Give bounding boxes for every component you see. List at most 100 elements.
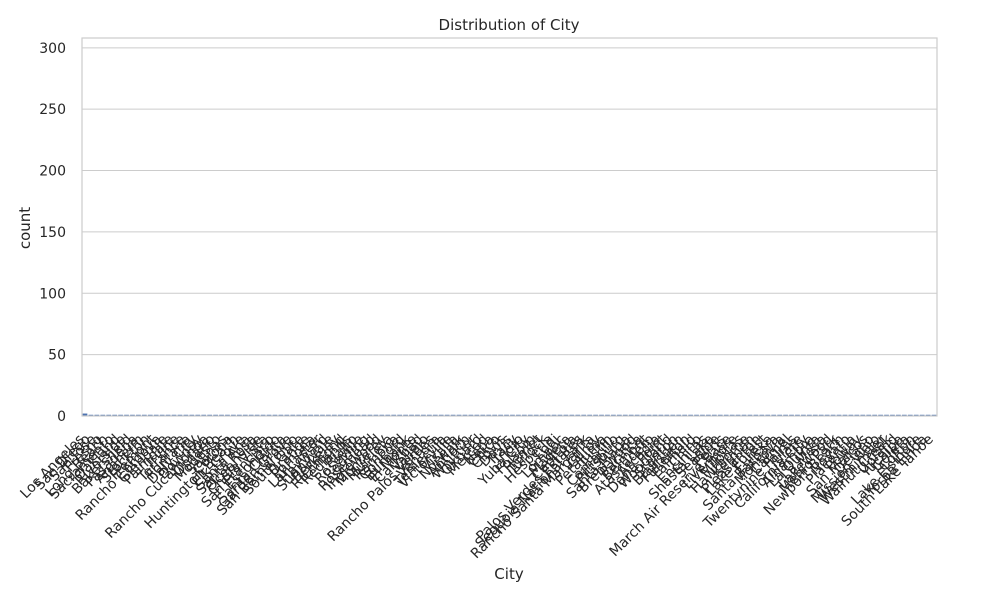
bar xyxy=(444,414,450,416)
bar xyxy=(706,414,711,416)
bar xyxy=(783,414,788,416)
y-tick-label: 50 xyxy=(48,348,66,364)
bar xyxy=(652,414,658,416)
bar xyxy=(207,414,213,416)
bar xyxy=(640,414,646,416)
bar xyxy=(824,414,830,416)
bar xyxy=(403,414,408,416)
bar xyxy=(521,414,527,416)
bar xyxy=(189,414,195,416)
bar xyxy=(456,414,462,416)
bar xyxy=(432,414,438,416)
bar xyxy=(112,414,118,416)
bar xyxy=(183,414,189,416)
x-axis-label: City xyxy=(494,565,524,583)
bar xyxy=(118,414,123,416)
bar xyxy=(136,414,141,416)
bar xyxy=(682,414,688,416)
bar xyxy=(367,414,373,416)
bar xyxy=(100,414,106,416)
bar xyxy=(492,414,498,416)
bar xyxy=(747,414,753,416)
bar xyxy=(349,414,355,416)
bar xyxy=(450,414,456,416)
bar xyxy=(818,414,824,416)
bar xyxy=(355,414,361,416)
bar xyxy=(527,414,533,416)
bar xyxy=(516,414,521,416)
bar xyxy=(510,414,515,416)
bar xyxy=(141,414,147,416)
bar xyxy=(878,414,883,416)
bar xyxy=(658,414,664,416)
bar xyxy=(201,414,207,416)
bar xyxy=(664,414,670,416)
bar xyxy=(391,414,397,416)
bar xyxy=(931,414,937,416)
bar xyxy=(462,414,468,416)
bar xyxy=(830,414,836,416)
plot-frame xyxy=(81,37,938,417)
bar xyxy=(159,414,165,416)
bar xyxy=(557,414,563,416)
bar xyxy=(711,414,717,416)
bar xyxy=(242,414,248,416)
bar xyxy=(225,414,230,416)
bar xyxy=(729,414,735,416)
bar xyxy=(153,414,159,416)
bar xyxy=(801,414,806,416)
bar xyxy=(896,414,901,416)
bar xyxy=(426,414,432,416)
bar xyxy=(254,414,260,416)
bar xyxy=(397,414,403,416)
bar xyxy=(498,414,503,416)
bar xyxy=(124,414,129,416)
bar xyxy=(272,414,278,416)
y-tick-label: 200 xyxy=(39,164,66,180)
y-axis-label: count xyxy=(16,207,34,249)
bar xyxy=(759,414,765,416)
bar xyxy=(765,414,771,416)
bar xyxy=(723,414,729,416)
bar xyxy=(195,414,201,416)
bar xyxy=(219,414,224,416)
y-gridlines xyxy=(82,47,937,417)
bar xyxy=(890,414,895,416)
bar xyxy=(812,414,818,416)
bar xyxy=(177,414,183,416)
bar xyxy=(611,414,616,416)
bar xyxy=(409,414,414,416)
bar xyxy=(551,414,557,416)
bar xyxy=(308,414,313,416)
bar xyxy=(919,414,925,416)
bar xyxy=(616,414,622,416)
bar xyxy=(741,414,747,416)
bar xyxy=(860,414,866,416)
bar xyxy=(694,414,699,416)
bar xyxy=(296,414,302,416)
bar xyxy=(480,414,486,416)
bar xyxy=(231,414,236,416)
bar xyxy=(622,414,628,416)
bar xyxy=(628,414,634,416)
bar xyxy=(789,414,794,416)
bar xyxy=(94,414,100,416)
bar xyxy=(213,414,218,416)
bar xyxy=(438,414,444,416)
bar xyxy=(284,414,290,416)
bar xyxy=(320,414,325,416)
bar xyxy=(866,414,872,416)
bar xyxy=(884,414,889,416)
y-tick-label: 100 xyxy=(39,286,66,302)
y-tick-label: 300 xyxy=(39,41,66,57)
bar xyxy=(587,414,593,416)
bar xyxy=(385,414,391,416)
bar xyxy=(901,414,907,416)
bar xyxy=(581,414,587,416)
bar xyxy=(848,414,854,416)
bar xyxy=(504,414,509,416)
bar xyxy=(474,414,480,416)
bar xyxy=(670,414,676,416)
bar xyxy=(634,414,640,416)
bar xyxy=(907,414,913,416)
